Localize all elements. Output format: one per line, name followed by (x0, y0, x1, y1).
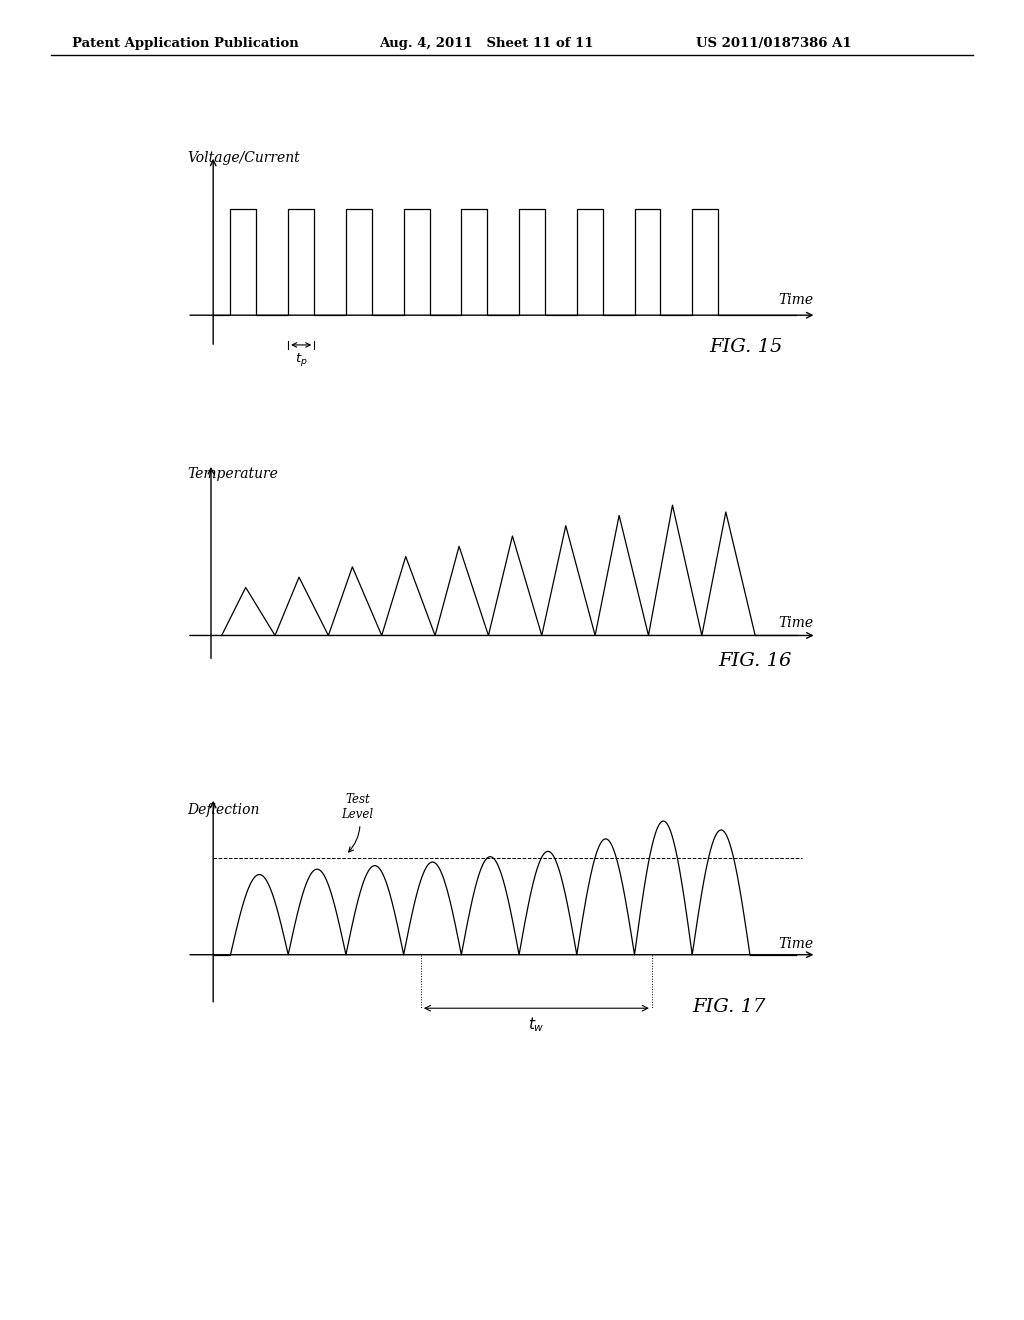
Text: Deflection: Deflection (187, 804, 259, 817)
Text: Patent Application Publication: Patent Application Publication (72, 37, 298, 50)
Text: FIG. 15: FIG. 15 (710, 338, 783, 356)
Text: FIG. 17: FIG. 17 (692, 998, 766, 1016)
Text: Time: Time (778, 616, 814, 631)
Text: US 2011/0187386 A1: US 2011/0187386 A1 (696, 37, 852, 50)
Text: Temperature: Temperature (187, 467, 278, 482)
Text: Time: Time (778, 293, 813, 306)
Text: Test
Level: Test Level (341, 793, 374, 851)
Text: Voltage/Current: Voltage/Current (187, 150, 300, 165)
Text: $t_w$: $t_w$ (528, 1015, 545, 1034)
Text: Aug. 4, 2011   Sheet 11 of 11: Aug. 4, 2011 Sheet 11 of 11 (379, 37, 593, 50)
Text: Time: Time (778, 937, 813, 952)
Text: FIG. 16: FIG. 16 (718, 652, 792, 671)
Text: $t_p$: $t_p$ (295, 351, 307, 368)
